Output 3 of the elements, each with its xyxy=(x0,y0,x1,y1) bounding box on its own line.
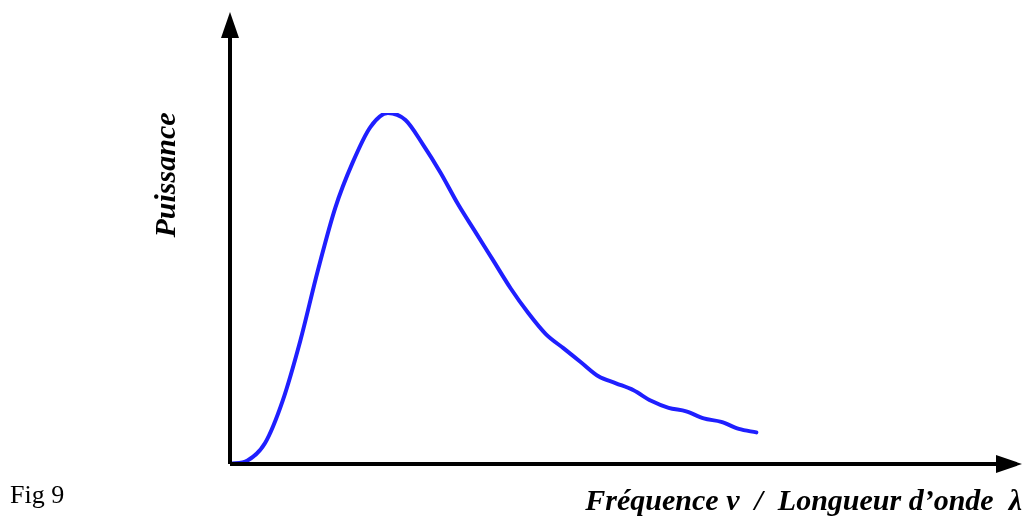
x-axis-title: Fréquence ν / Longueur d’onde λ xyxy=(584,483,1022,516)
caption: Fig 9 xyxy=(10,480,65,510)
y-axis-title: Puissance xyxy=(148,112,181,239)
